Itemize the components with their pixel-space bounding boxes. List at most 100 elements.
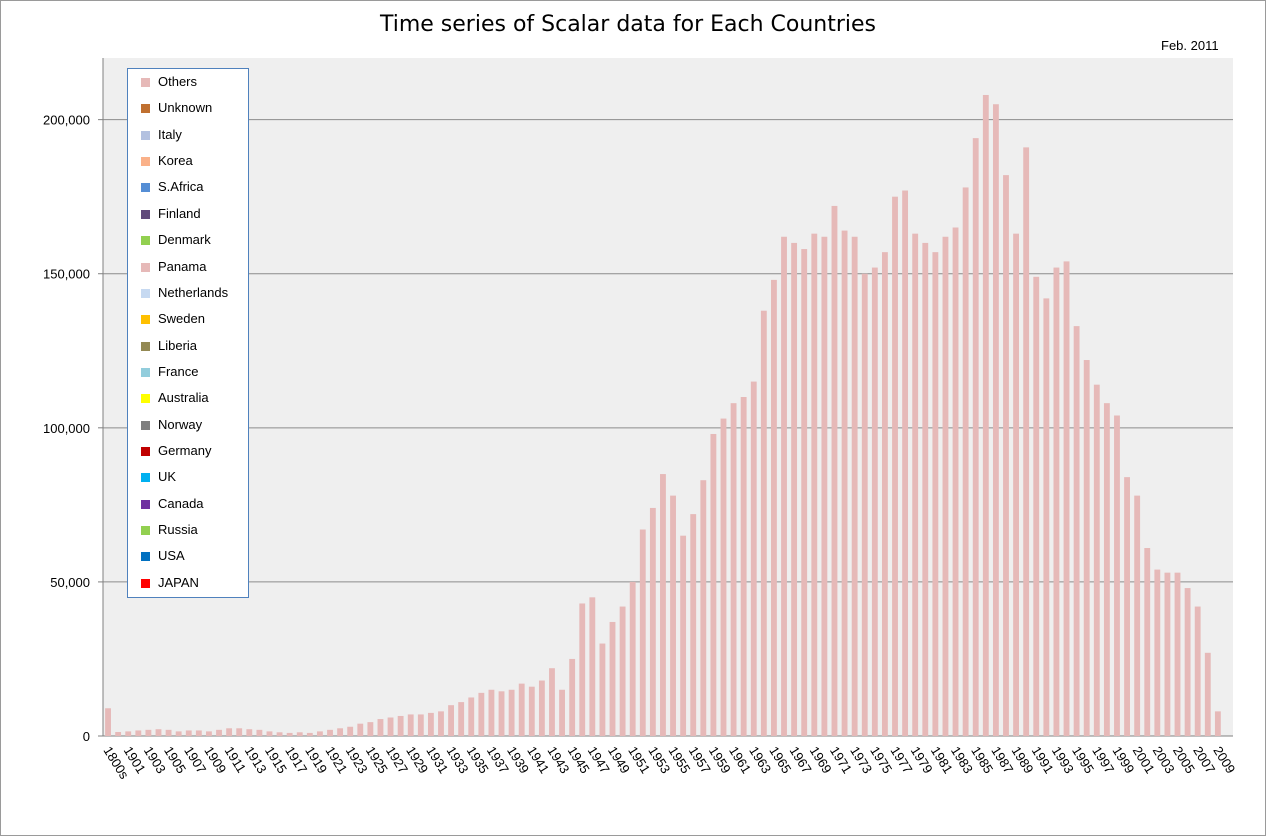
bar-segment-others bbox=[1154, 569, 1161, 736]
bar-segment-others bbox=[1023, 147, 1030, 736]
bar-segment-others bbox=[932, 252, 939, 736]
legend-label: UK bbox=[158, 469, 177, 485]
legend-swatch bbox=[141, 104, 150, 114]
bar-segment-others bbox=[327, 729, 333, 736]
bar-segment-others bbox=[498, 691, 505, 736]
bar-segment-others bbox=[629, 581, 636, 736]
legend-swatch bbox=[141, 288, 150, 298]
bar-segment-others bbox=[1134, 495, 1141, 736]
legend-label: JAPAN bbox=[158, 574, 199, 590]
bar-segment-others bbox=[700, 480, 707, 736]
bar-segment-others bbox=[660, 474, 666, 736]
bar-segment-others bbox=[266, 731, 273, 736]
bar-segment-others bbox=[508, 689, 515, 736]
bar-segment-others bbox=[992, 104, 999, 737]
bar-segment-others bbox=[1083, 360, 1090, 736]
bar-segment-others bbox=[599, 643, 606, 736]
bar-segment-others bbox=[236, 728, 243, 736]
bar-segment-others bbox=[256, 729, 263, 736]
bar-segment-others bbox=[952, 227, 959, 736]
bar-segment-others bbox=[105, 708, 111, 736]
legend-swatch bbox=[141, 209, 150, 219]
bar-segment-others bbox=[538, 680, 545, 736]
legend-label: Sweden bbox=[158, 311, 205, 327]
bar-segment-others bbox=[347, 726, 354, 736]
bar-segment-others bbox=[145, 729, 152, 736]
bar-segment-others bbox=[730, 403, 737, 736]
bar-segment-others bbox=[367, 722, 374, 736]
bar-segment-others bbox=[619, 606, 626, 736]
legend-swatch bbox=[141, 499, 150, 509]
bar-segment-others bbox=[1144, 548, 1151, 736]
legend-swatch bbox=[141, 578, 150, 588]
legend-label: Finland bbox=[158, 205, 201, 221]
bar-segment-others bbox=[165, 729, 172, 736]
bar-segment-others bbox=[286, 732, 293, 736]
y-tick-label: 50,000 bbox=[50, 575, 90, 590]
bar-segment-others bbox=[1003, 175, 1009, 737]
bar-segment-others bbox=[377, 719, 384, 736]
bar-segment-others bbox=[246, 729, 253, 736]
bar-segment-others bbox=[710, 433, 717, 736]
bar-segment-others bbox=[1033, 276, 1040, 736]
legend-label: Russia bbox=[158, 522, 198, 537]
bar-segment-others bbox=[1204, 652, 1211, 736]
legend-swatch bbox=[141, 446, 150, 456]
legend-label: Unknown bbox=[158, 100, 213, 116]
bar-segment-others bbox=[135, 730, 142, 736]
legend-label: Korea bbox=[158, 153, 193, 169]
bar-segment-others bbox=[478, 692, 485, 736]
y-tick-label: 100,000 bbox=[43, 421, 90, 436]
bar-segment-others bbox=[892, 196, 898, 736]
bar-segment-others bbox=[982, 94, 989, 737]
legend-label: Panama bbox=[158, 258, 207, 274]
legend-swatch bbox=[141, 341, 150, 351]
bar-segment-others bbox=[448, 705, 454, 736]
bar-segment-others bbox=[831, 205, 838, 736]
bar-segment-others bbox=[528, 686, 535, 736]
bar-segment-others bbox=[458, 702, 465, 736]
bar-segment-others bbox=[276, 732, 283, 736]
bar-segment-others bbox=[1103, 403, 1110, 736]
legend-swatch bbox=[141, 183, 150, 193]
bar-segment-others bbox=[559, 689, 565, 736]
bar-segment-others bbox=[175, 731, 182, 736]
bar-segment-others bbox=[387, 717, 394, 736]
bar-segment-others bbox=[195, 730, 202, 736]
bar-segment-others bbox=[1114, 415, 1120, 736]
bar-segment-others bbox=[427, 712, 434, 736]
plot-area bbox=[103, 58, 1233, 736]
bar-segment-others bbox=[417, 714, 424, 736]
legend-label: Australia bbox=[158, 390, 209, 406]
bar-segment-others bbox=[781, 236, 787, 736]
legend-swatch bbox=[141, 367, 150, 377]
bar-segment-others bbox=[1063, 261, 1070, 736]
bar-segment-others bbox=[922, 242, 929, 736]
y-tick-label: 200,000 bbox=[43, 113, 90, 128]
bar-segment-others bbox=[639, 529, 646, 736]
bar-segment-others bbox=[740, 397, 747, 736]
bar-segment-others bbox=[296, 732, 303, 736]
bar-segment-others bbox=[438, 711, 444, 736]
bar-segment-others bbox=[115, 731, 122, 736]
bar-segment-others bbox=[337, 728, 344, 736]
bar-segment-others bbox=[226, 728, 233, 736]
legend-label: Canada bbox=[158, 495, 204, 511]
bar-segment-others bbox=[690, 514, 697, 736]
legend-swatch bbox=[141, 394, 150, 404]
bar-segment-others bbox=[1043, 298, 1050, 736]
bar-segment-others bbox=[680, 535, 687, 736]
legend-label: Liberia bbox=[158, 337, 198, 353]
bar-segment-others bbox=[206, 731, 212, 736]
bar-segment-others bbox=[468, 697, 475, 736]
bar-segment-others bbox=[316, 731, 323, 736]
bar-segment-others bbox=[972, 138, 979, 736]
bar-segment-others bbox=[488, 689, 495, 736]
bar-segment-others bbox=[670, 495, 676, 736]
legend-swatch bbox=[141, 420, 150, 430]
bar-segment-others bbox=[549, 668, 555, 736]
legend-swatch bbox=[141, 315, 150, 325]
bar-segment-others bbox=[1184, 588, 1191, 736]
bar-segment-others bbox=[569, 658, 576, 736]
legend-swatch bbox=[141, 78, 150, 87]
